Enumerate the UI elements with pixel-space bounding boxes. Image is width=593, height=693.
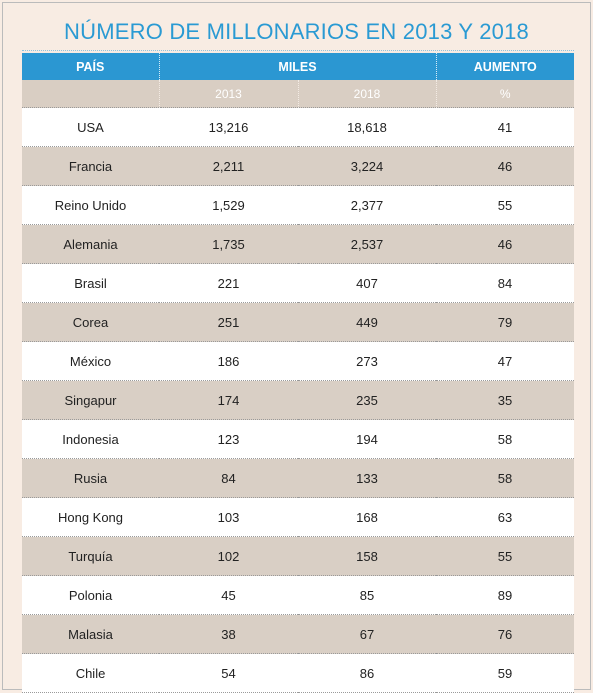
table-row: Alemania 1,735 2,537 46 xyxy=(22,224,575,264)
table-row: Chile 54 86 59 xyxy=(22,653,575,693)
header-row: PAÍS MILES AUMENTO xyxy=(22,53,575,80)
value-2013-cell: 221 xyxy=(159,263,298,303)
subheader-percent: % xyxy=(436,80,575,108)
country-cell: USA xyxy=(22,107,159,147)
table-row: Turquía 102 158 55 xyxy=(22,536,575,576)
table-row: Corea 251 449 79 xyxy=(22,302,575,342)
table-row: Indonesia 123 194 58 xyxy=(22,419,575,459)
increase-cell: 47 xyxy=(436,341,575,381)
table-row: Hong Kong 103 168 63 xyxy=(22,497,575,537)
header-aumento: AUMENTO xyxy=(436,53,575,80)
value-2013-cell: 38 xyxy=(159,614,298,654)
table-row: USA 13,216 18,618 41 xyxy=(22,107,575,147)
value-2013-cell: 1,529 xyxy=(159,185,298,225)
value-2018-cell: 407 xyxy=(298,263,437,303)
value-2013-cell: 102 xyxy=(159,536,298,576)
increase-cell: 41 xyxy=(436,107,575,147)
increase-cell: 76 xyxy=(436,614,575,654)
increase-cell: 46 xyxy=(436,224,575,264)
increase-cell: 55 xyxy=(436,536,575,576)
value-2018-cell: 194 xyxy=(298,419,437,459)
increase-cell: 84 xyxy=(436,263,575,303)
title-divider xyxy=(22,50,574,51)
value-2013-cell: 84 xyxy=(159,458,298,498)
country-cell: Brasil xyxy=(22,263,159,303)
table-row: Reino Unido 1,529 2,377 55 xyxy=(22,185,575,225)
subheader-2013: 2013 xyxy=(159,80,299,108)
table-row: Singapur 174 235 35 xyxy=(22,380,575,420)
country-cell: Hong Kong xyxy=(22,497,159,537)
header-pais: PAÍS xyxy=(22,53,160,80)
country-cell: Reino Unido xyxy=(22,185,159,225)
country-cell: Polonia xyxy=(22,575,159,615)
increase-cell: 58 xyxy=(436,458,575,498)
value-2013-cell: 103 xyxy=(159,497,298,537)
table-title: NÚMERO DE MILLONARIOS EN 2013 Y 2018 xyxy=(64,19,529,44)
value-2018-cell: 133 xyxy=(298,458,437,498)
table-body: USA 13,216 18,618 41 Francia 2,211 3,224 46 Rein… xyxy=(22,107,575,693)
value-2013-cell: 186 xyxy=(159,341,298,381)
value-2018-cell: 2,377 xyxy=(298,185,437,225)
value-2013-cell: 45 xyxy=(159,575,298,615)
value-2018-cell: 67 xyxy=(298,614,437,654)
value-2013-cell: 123 xyxy=(159,419,298,459)
value-2018-cell: 168 xyxy=(298,497,437,537)
value-2013-cell: 251 xyxy=(159,302,298,342)
table-row: Francia 2,211 3,224 46 xyxy=(22,146,575,186)
increase-cell: 35 xyxy=(436,380,575,420)
value-2018-cell: 18,618 xyxy=(298,107,437,147)
country-cell: México xyxy=(22,341,159,381)
value-2018-cell: 3,224 xyxy=(298,146,437,186)
increase-cell: 55 xyxy=(436,185,575,225)
value-2013-cell: 2,211 xyxy=(159,146,298,186)
value-2013-cell: 54 xyxy=(159,653,298,693)
value-2018-cell: 86 xyxy=(298,653,437,693)
value-2018-cell: 235 xyxy=(298,380,437,420)
value-2018-cell: 449 xyxy=(298,302,437,342)
increase-cell: 63 xyxy=(436,497,575,537)
subheader-row: 2013 2018 % xyxy=(22,80,575,108)
country-cell: Francia xyxy=(22,146,159,186)
country-cell: Malasia xyxy=(22,614,159,654)
value-2013-cell: 174 xyxy=(159,380,298,420)
value-2013-cell: 13,216 xyxy=(159,107,298,147)
increase-cell: 59 xyxy=(436,653,575,693)
subheader-empty xyxy=(22,80,160,108)
table-row: Polonia 45 85 89 xyxy=(22,575,575,615)
country-cell: Alemania xyxy=(22,224,159,264)
increase-cell: 89 xyxy=(436,575,575,615)
increase-cell: 58 xyxy=(436,419,575,459)
country-cell: Singapur xyxy=(22,380,159,420)
country-cell: Indonesia xyxy=(22,419,159,459)
value-2018-cell: 273 xyxy=(298,341,437,381)
increase-cell: 79 xyxy=(436,302,575,342)
millionaires-table: PAÍS MILES AUMENTO 2013 2018 % USA 13,216… xyxy=(22,53,575,693)
value-2013-cell: 1,735 xyxy=(159,224,298,264)
header-miles: MILES xyxy=(159,53,437,80)
country-cell: Corea xyxy=(22,302,159,342)
table-row: Brasil 221 407 84 xyxy=(22,263,575,303)
country-cell: Turquía xyxy=(22,536,159,576)
increase-cell: 46 xyxy=(436,146,575,186)
country-cell: Rusia xyxy=(22,458,159,498)
value-2018-cell: 85 xyxy=(298,575,437,615)
table-row: México 186 273 47 xyxy=(22,341,575,381)
country-cell: Chile xyxy=(22,653,159,693)
subheader-2018: 2018 xyxy=(298,80,437,108)
table-row: Rusia 84 133 58 xyxy=(22,458,575,498)
value-2018-cell: 2,537 xyxy=(298,224,437,264)
table-row: Malasia 38 67 76 xyxy=(22,614,575,654)
value-2018-cell: 158 xyxy=(298,536,437,576)
